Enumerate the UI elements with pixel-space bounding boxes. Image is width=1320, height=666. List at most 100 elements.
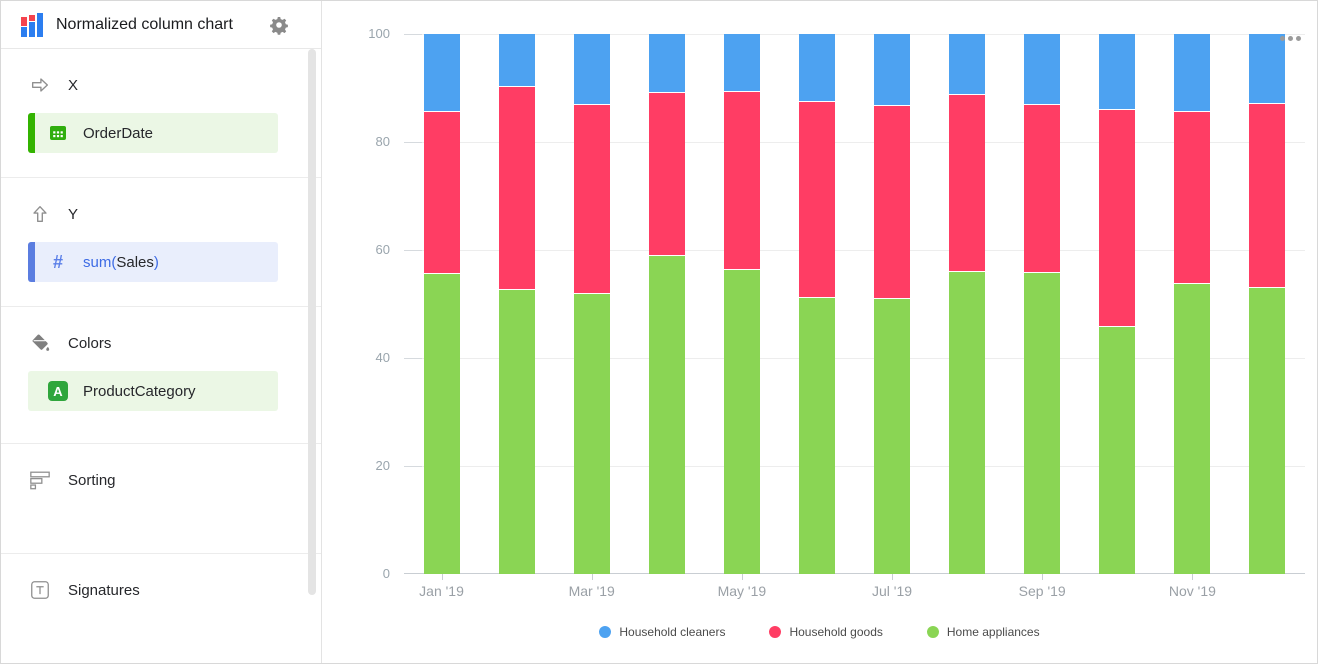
- bar-segment-home-appliances[interactable]: [874, 297, 910, 574]
- bar-segment-household-cleaners[interactable]: [949, 34, 986, 95]
- legend-label: Home appliances: [946, 625, 1040, 639]
- x-axis-tick: [741, 574, 743, 580]
- sidebar-scrollbar[interactable]: [308, 49, 316, 595]
- bar-segment-household-goods[interactable]: [1249, 102, 1286, 287]
- legend-color-dot: [769, 626, 782, 638]
- bar-slot: [930, 34, 1005, 574]
- bar-segment-home-appliances[interactable]: [1249, 286, 1286, 574]
- field-orderdate-label: OrderDate: [83, 124, 154, 142]
- legend-item-household-cleaners[interactable]: Household cleaners: [599, 625, 725, 639]
- bar-segment-household-cleaners[interactable]: [648, 34, 685, 93]
- hash-icon: #: [52, 252, 63, 272]
- bar-segment-household-goods[interactable]: [648, 92, 685, 255]
- bar-segment-household-goods[interactable]: [874, 105, 910, 298]
- bar-segment-household-goods[interactable]: [798, 100, 835, 297]
- bar-segment-household-cleaners[interactable]: [1099, 34, 1136, 109]
- x-axis-tick: [591, 574, 593, 580]
- bar-segment-home-appliances[interactable]: [1099, 325, 1136, 574]
- section-sorting-label: Sorting: [68, 471, 116, 489]
- field-orderdate[interactable]: OrderDate: [28, 113, 278, 153]
- bar-slot: [1155, 34, 1230, 574]
- gridline: [404, 142, 1305, 143]
- field-sum-sales[interactable]: # sum(Sales): [28, 242, 278, 282]
- calendar-icon: [48, 123, 68, 143]
- stacked-bar-sep--19: [1024, 34, 1061, 574]
- bar-segment-home-appliances[interactable]: [423, 273, 460, 574]
- bar-segment-household-goods[interactable]: [498, 85, 535, 290]
- x-axis-tick-label: May '19: [717, 583, 767, 599]
- bar-slot: [1005, 34, 1080, 574]
- bar-segment-household-goods[interactable]: [573, 104, 610, 294]
- bar-segment-household-goods[interactable]: [423, 111, 460, 274]
- bar-segment-home-appliances[interactable]: [949, 271, 986, 574]
- x-axis-tick: [1192, 574, 1194, 580]
- gridline: [404, 358, 1305, 359]
- bar-slot: [1230, 34, 1305, 574]
- bar-segment-household-cleaners[interactable]: [874, 34, 910, 106]
- chart-canvas: Household cleaners Household goods Home ap…: [322, 1, 1317, 663]
- x-axis-tick: [892, 574, 894, 580]
- bar-segment-home-appliances[interactable]: [573, 293, 610, 574]
- legend-color-dot: [599, 626, 612, 638]
- bar-segment-household-goods[interactable]: [1174, 111, 1211, 284]
- field-sum-sales-label: sum(Sales): [83, 253, 159, 271]
- bar-segment-household-goods[interactable]: [949, 94, 986, 272]
- bar-segment-household-goods[interactable]: [723, 91, 760, 269]
- x-axis-tick-label: Jan '19: [419, 583, 464, 599]
- gridline: [404, 34, 1305, 35]
- section-signatures-label: Signatures: [68, 581, 140, 599]
- gridline: [404, 250, 1305, 251]
- bar-segment-household-cleaners[interactable]: [1249, 34, 1286, 103]
- legend-item-household-goods[interactable]: Household goods: [769, 625, 883, 639]
- bar-segment-home-appliances[interactable]: [723, 268, 760, 574]
- bar-segment-household-cleaners[interactable]: [798, 34, 835, 101]
- x-axis-tick: [441, 574, 443, 580]
- bar-segment-household-cleaners[interactable]: [423, 34, 460, 112]
- stacked-bar-jul--19: [874, 34, 910, 574]
- bar-segment-home-appliances[interactable]: [1174, 283, 1211, 574]
- x-axis-tick-label: Mar '19: [568, 583, 615, 599]
- bar-segment-home-appliances[interactable]: [1024, 271, 1061, 574]
- gear-icon[interactable]: [267, 13, 291, 37]
- bar-segment-home-appliances[interactable]: [798, 296, 835, 574]
- stacked-bar-feb--19: [498, 34, 535, 574]
- bar-slot: [554, 34, 629, 574]
- field-productcategory[interactable]: A ProductCategory: [28, 371, 278, 411]
- section-y-label: Y: [68, 205, 79, 223]
- stacked-column-chart-icon[interactable]: [21, 12, 44, 37]
- bars-layer: [404, 34, 1305, 574]
- stacked-bar-dec--19: [1249, 34, 1286, 574]
- gridline: [404, 573, 1305, 574]
- stacked-bar-jun--19: [798, 34, 835, 574]
- y-axis-tick-label: 80: [375, 134, 390, 149]
- bar-segment-home-appliances[interactable]: [498, 289, 535, 574]
- section-colors: Colors A ProductCategory: [1, 307, 321, 444]
- legend-item-home-appliances[interactable]: Home appliances: [926, 625, 1040, 639]
- more-options-button[interactable]: [1280, 36, 1301, 41]
- bar-segment-household-cleaners[interactable]: [1174, 34, 1211, 112]
- section-sorting: Sorting: [1, 444, 321, 554]
- bar-segment-household-goods[interactable]: [1099, 108, 1136, 326]
- chart-legend: Household cleaners Household goods Home ap…: [322, 625, 1317, 639]
- gridline: [404, 466, 1305, 467]
- sorting-bars-icon: [28, 468, 52, 492]
- arrow-up-icon: [28, 202, 52, 226]
- bar-slot: [854, 34, 929, 574]
- x-axis-tick-label: Sep '19: [1018, 583, 1066, 599]
- page-title: Normalized column chart: [56, 15, 233, 33]
- stacked-bar-may--19: [723, 34, 760, 574]
- bar-segment-household-cleaners[interactable]: [573, 34, 610, 105]
- y-axis-tick-label: 0: [382, 566, 390, 581]
- bar-segment-home-appliances[interactable]: [648, 254, 685, 574]
- bar-segment-household-cleaners[interactable]: [498, 34, 535, 86]
- legend-color-dot: [926, 626, 939, 638]
- x-axis-tick-label: Nov '19: [1168, 583, 1216, 599]
- bar-slot: [779, 34, 854, 574]
- bar-segment-household-cleaners[interactable]: [723, 34, 760, 92]
- stacked-bar-apr--19: [648, 34, 685, 574]
- y-axis-tick-label: 20: [375, 458, 390, 473]
- bar-segment-household-goods[interactable]: [1024, 104, 1061, 272]
- x-axis-tick-label: Jul '19: [872, 583, 913, 599]
- bar-segment-household-cleaners[interactable]: [1024, 34, 1061, 105]
